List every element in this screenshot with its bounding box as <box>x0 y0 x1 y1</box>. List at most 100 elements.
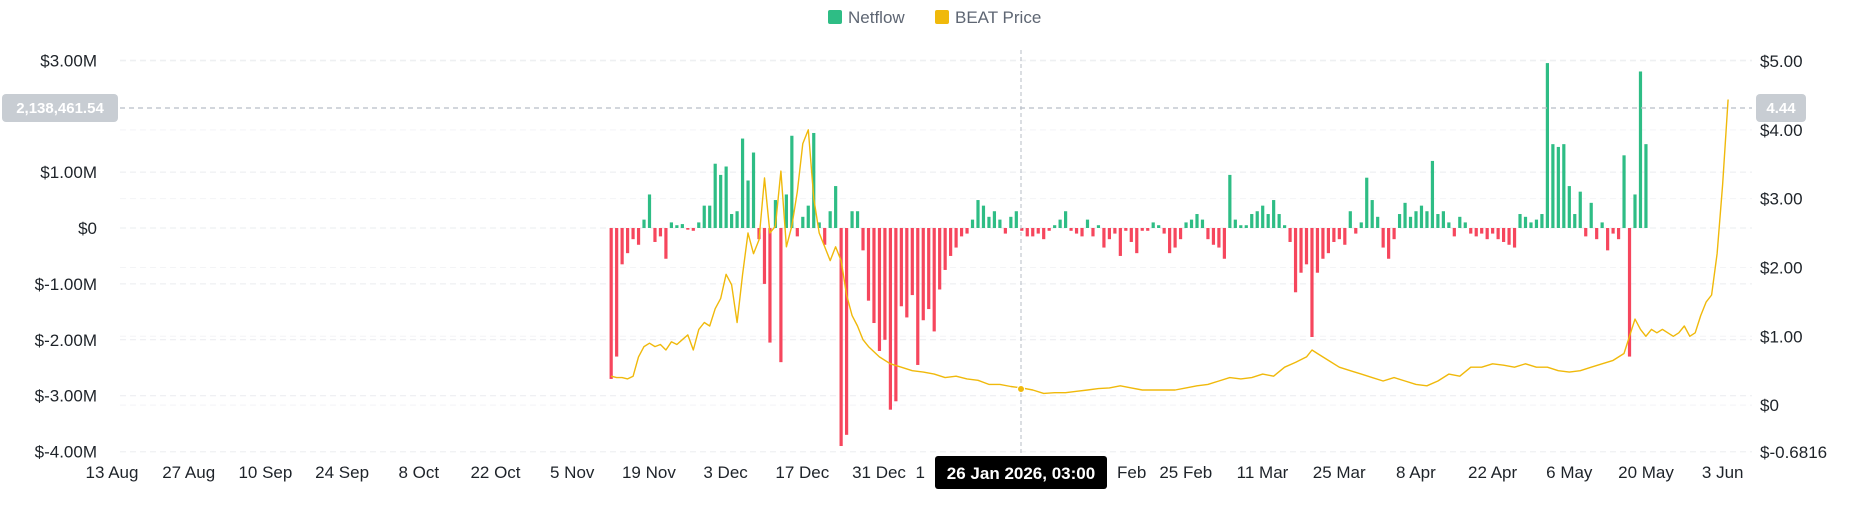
netflow-bar <box>965 228 969 234</box>
netflow-bar <box>1381 228 1385 248</box>
netflow-bar <box>686 228 690 230</box>
crosshair-date-tooltip: 26 Jan 2026, 03:00 <box>935 456 1107 489</box>
netflow-bar <box>861 228 865 251</box>
netflow-bar <box>916 228 920 365</box>
netflow-bar <box>1370 200 1374 228</box>
netflow-bar <box>636 228 641 245</box>
netflow-bar <box>1053 225 1057 228</box>
price-line-layer <box>611 99 1729 395</box>
netflow-bar <box>1463 222 1467 228</box>
netflow-bar <box>1113 228 1117 234</box>
netflow-bar <box>1491 228 1495 234</box>
netflow-bar <box>845 228 849 435</box>
netflow-bar <box>1502 228 1506 242</box>
y-axis-left: $3.00M $1.00M $0 $-1.00M $-2.00M $-3.00M $-4.0… <box>35 51 97 461</box>
netflow-bar <box>773 200 778 228</box>
crosshair-left-flag-bg <box>2 94 118 122</box>
netflow-bar <box>642 219 646 228</box>
netflow-bar <box>751 152 756 228</box>
netflow-bar <box>872 228 876 324</box>
netflow-bar <box>1217 228 1221 248</box>
netflow-bar <box>1036 228 1040 234</box>
netflow-bar <box>949 228 953 256</box>
netflow-bar <box>1512 228 1517 248</box>
netflow-bar <box>938 228 942 290</box>
netflow-bar <box>1064 211 1068 228</box>
netflow-bar <box>959 228 964 237</box>
netflow-bar <box>1348 211 1352 228</box>
crosshair-price-point <box>1017 385 1025 393</box>
legend-label-beat-price: BEAT Price <box>955 8 1041 27</box>
netflow-bar <box>1447 222 1451 228</box>
netflow-bar <box>1206 228 1210 240</box>
x-tick-label: 19 Nov <box>622 463 676 482</box>
legend: Netflow BEAT Price <box>828 8 1041 27</box>
netflow-bar <box>1474 228 1478 237</box>
netflow-bar <box>1255 211 1259 228</box>
legend-swatch-netflow <box>828 10 842 24</box>
x-axis: 13 Aug 27 Aug 10 Sep 24 Sep 8 Oct 22 Oct 5 Nov… <box>86 463 1744 482</box>
netflow-bar <box>609 228 613 379</box>
netflow-bar <box>1469 228 1473 234</box>
netflow-bar <box>1042 228 1046 240</box>
netflow-bar <box>724 166 728 228</box>
netflow-bar <box>1288 228 1292 242</box>
netflow-bar <box>1266 214 1270 228</box>
netflow-bar <box>1425 211 1429 228</box>
netflow-bar <box>1638 71 1643 228</box>
netflow-bar <box>812 132 816 228</box>
netflow-bar <box>1337 228 1341 240</box>
netflow-bar <box>735 211 739 228</box>
netflow-bar <box>877 228 882 351</box>
netflow-bar <box>817 222 821 228</box>
netflow-bar <box>768 228 772 343</box>
gridlines <box>120 59 1752 453</box>
x-tick-label: 6 May <box>1546 463 1593 482</box>
x-tick-label: Feb <box>1117 463 1146 482</box>
netflow-bar <box>932 228 936 332</box>
netflow-bar <box>708 205 712 228</box>
netflow-bar <box>976 200 980 228</box>
netflow-bar <box>943 228 947 270</box>
y-axis-right: $5.00 $4.00 $3.00 $2.00 $1.00 $0 $-0.6816 <box>1760 52 1827 462</box>
netflow-bar <box>839 228 843 447</box>
netflow-bar <box>1162 228 1166 234</box>
y-right-tick-label: $3.00 <box>1760 190 1803 209</box>
y-right-tick-label: $4.00 <box>1760 121 1803 140</box>
netflow-bar <box>631 228 635 240</box>
netflow-bar <box>1146 228 1150 231</box>
netflow-bar <box>1014 211 1018 228</box>
legend-item-beat-price[interactable]: BEAT Price <box>935 8 1041 27</box>
netflow-bar <box>1578 191 1582 228</box>
netflow-bar <box>1485 228 1489 240</box>
netflow-bar <box>1096 225 1101 228</box>
netflow-bar <box>883 228 887 340</box>
netflow-bar <box>1124 228 1128 231</box>
netflow-bar <box>910 228 914 296</box>
netflow-bar <box>1321 228 1325 259</box>
netflow-bar <box>1562 144 1566 228</box>
netflow-bar <box>1644 144 1648 228</box>
netflow-bar <box>664 228 668 259</box>
netflow-bar <box>1195 214 1199 228</box>
netflow-bar <box>795 228 799 237</box>
netflow-bar <box>866 228 871 301</box>
netflow-bar <box>1140 228 1144 231</box>
legend-item-netflow[interactable]: Netflow <box>828 8 905 27</box>
netflow-bar <box>1589 202 1593 228</box>
beat-price-line <box>611 99 1729 395</box>
netflow-bar <box>1003 228 1007 234</box>
x-tick-label: 17 Dec <box>775 463 829 482</box>
x-tick-label: 27 Aug <box>162 463 215 482</box>
y-right-tick-label: $2.00 <box>1760 258 1803 277</box>
netflow-bar <box>1551 144 1555 228</box>
netflow-bar <box>1436 214 1440 228</box>
y-left-tick-label: $-3.00M <box>35 387 97 406</box>
netflow-bar <box>675 225 679 228</box>
netflow-bar <box>1058 219 1062 228</box>
netflow-bar <box>1283 225 1287 228</box>
netflow-bar <box>1233 219 1237 228</box>
x-tick-label: 5 Nov <box>550 463 595 482</box>
